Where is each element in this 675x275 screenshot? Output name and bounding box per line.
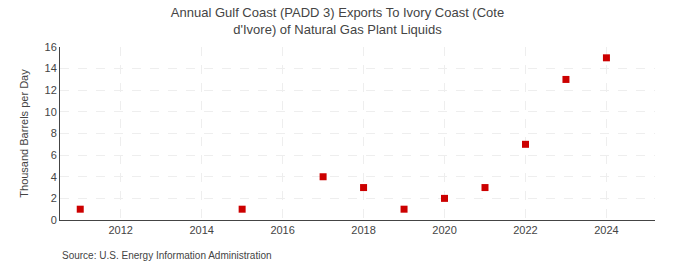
svg-text:10: 10 <box>45 106 57 118</box>
svg-text:12: 12 <box>45 84 57 96</box>
svg-text:2018: 2018 <box>351 224 375 236</box>
svg-text:16: 16 <box>45 41 57 53</box>
svg-text:2022: 2022 <box>513 224 537 236</box>
svg-text:6: 6 <box>51 149 57 161</box>
svg-text:Thousand Barrels per Day: Thousand Barrels per Day <box>18 69 30 198</box>
svg-text:14: 14 <box>45 62 57 74</box>
svg-text:Annual Gulf Coast (PADD 3) Exp: Annual Gulf Coast (PADD 3) Exports To Iv… <box>171 5 504 37</box>
svg-text:2024: 2024 <box>594 224 618 236</box>
svg-text:2: 2 <box>51 192 57 204</box>
svg-text:8: 8 <box>51 127 57 139</box>
svg-text:0: 0 <box>51 214 57 226</box>
svg-text:2020: 2020 <box>432 224 456 236</box>
svg-text:2014: 2014 <box>189 224 213 236</box>
svg-text:2016: 2016 <box>270 224 294 236</box>
svg-text:4: 4 <box>51 171 57 183</box>
svg-text:Source: U.S. Energy Informatio: Source: U.S. Energy Information Administ… <box>62 250 272 261</box>
svg-text:2012: 2012 <box>108 224 132 236</box>
